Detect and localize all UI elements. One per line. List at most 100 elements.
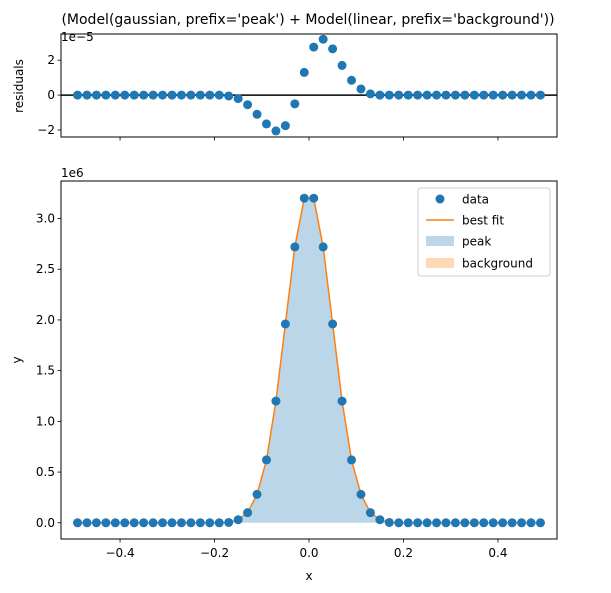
data-point	[328, 319, 338, 329]
data-point	[413, 518, 423, 528]
data-point	[139, 518, 149, 528]
main-ytick-label: 1.5	[36, 364, 55, 378]
data-point	[318, 242, 328, 252]
data-point	[110, 518, 120, 528]
main-ytick-label: 0.0	[36, 516, 55, 530]
data-point	[261, 455, 271, 465]
residual-point	[469, 90, 479, 100]
legend-frame	[417, 187, 551, 277]
data-point	[82, 518, 92, 528]
residual-point	[394, 90, 404, 100]
data-point	[233, 515, 243, 525]
residual-point	[375, 90, 385, 100]
residual-point	[224, 91, 234, 101]
legend: data best fit peak background	[417, 187, 551, 277]
residual-point	[535, 90, 545, 100]
residuals-x-axis	[119, 137, 499, 141]
data-point	[252, 489, 262, 499]
residuals-ytick-label: −2	[37, 123, 55, 137]
data-point	[280, 319, 290, 329]
data-point	[488, 518, 498, 528]
main-xtick-label: 0.4	[488, 546, 507, 560]
legend-patch-background	[426, 258, 454, 268]
data-point	[186, 518, 196, 528]
residual-point	[365, 89, 375, 99]
main-xlabel: x	[305, 569, 312, 583]
data-point	[101, 518, 111, 528]
residual-point	[129, 90, 139, 100]
data-point	[129, 518, 139, 528]
main-ytick-label: 0.5	[36, 465, 55, 479]
residual-point	[252, 109, 262, 119]
residual-point	[167, 90, 177, 100]
residual-point	[347, 75, 357, 85]
legend-patch-peak	[426, 236, 454, 246]
residual-point	[261, 119, 271, 129]
data-point	[158, 518, 168, 528]
residual-point	[479, 90, 489, 100]
residual-point	[233, 94, 243, 104]
residuals-ytick-label: 2	[47, 53, 55, 67]
data-point	[394, 518, 404, 528]
main-y-axis: 0.0 0.5 1.0 1.5 2.0 2.5 3.0	[36, 212, 61, 530]
residual-point	[413, 90, 423, 100]
residuals-panel: −2 0 2 1e−5 residuals	[12, 30, 558, 141]
data-point	[243, 508, 253, 518]
residual-point	[450, 90, 460, 100]
main-xtick-label: −0.2	[200, 546, 229, 560]
residual-point	[186, 90, 196, 100]
residual-point	[82, 90, 92, 100]
residual-point	[309, 42, 319, 52]
data-point	[422, 518, 432, 528]
data-point	[195, 518, 205, 528]
residual-point	[488, 90, 498, 100]
data-point	[271, 396, 281, 406]
residual-point	[195, 90, 205, 100]
residual-point	[356, 84, 366, 94]
data-point	[441, 518, 451, 528]
data-point	[120, 518, 130, 528]
data-point	[299, 193, 309, 203]
data-point	[356, 489, 366, 499]
main-xtick-label: 0.0	[299, 546, 318, 560]
legend-label-best-fit: best fit	[462, 214, 504, 228]
data-point	[526, 518, 536, 528]
data-point	[469, 518, 479, 528]
data-point	[517, 518, 527, 528]
data-point	[91, 518, 101, 528]
residual-point	[507, 90, 517, 100]
main-panel: 0.00.51.01.52.02.53.0 −0.4 −0.2 0.0 0.2 0.4 …	[10, 166, 558, 583]
residuals-ytick-label: 0	[47, 88, 55, 102]
residual-point	[280, 121, 290, 131]
residual-point	[299, 67, 309, 77]
residual-point	[148, 90, 158, 100]
residual-point	[91, 90, 101, 100]
residual-point	[158, 90, 168, 100]
legend-marker-data	[435, 194, 445, 204]
main-ytick-label: 3.0	[36, 212, 55, 226]
residual-point	[526, 90, 536, 100]
data-point	[365, 508, 375, 518]
legend-label-data: data	[462, 193, 489, 207]
residual-point	[205, 90, 215, 100]
data-point	[148, 518, 158, 528]
residual-point	[422, 90, 432, 100]
residuals-y-axis: −2 0 2	[37, 53, 61, 137]
data-point	[498, 518, 508, 528]
residual-point	[110, 90, 120, 100]
residual-point	[243, 100, 253, 110]
data-point	[479, 518, 489, 528]
data-point	[432, 518, 442, 528]
main-ytick-label: 2.0	[36, 313, 55, 327]
data-point	[167, 518, 177, 528]
residual-point	[498, 90, 508, 100]
main-xtick-label: −0.4	[105, 546, 134, 560]
main-offset-text: 1e6	[61, 166, 84, 180]
data-point	[73, 518, 83, 528]
data-point	[347, 455, 357, 465]
data-point	[224, 517, 234, 527]
residual-point	[517, 90, 527, 100]
residual-point	[403, 90, 413, 100]
